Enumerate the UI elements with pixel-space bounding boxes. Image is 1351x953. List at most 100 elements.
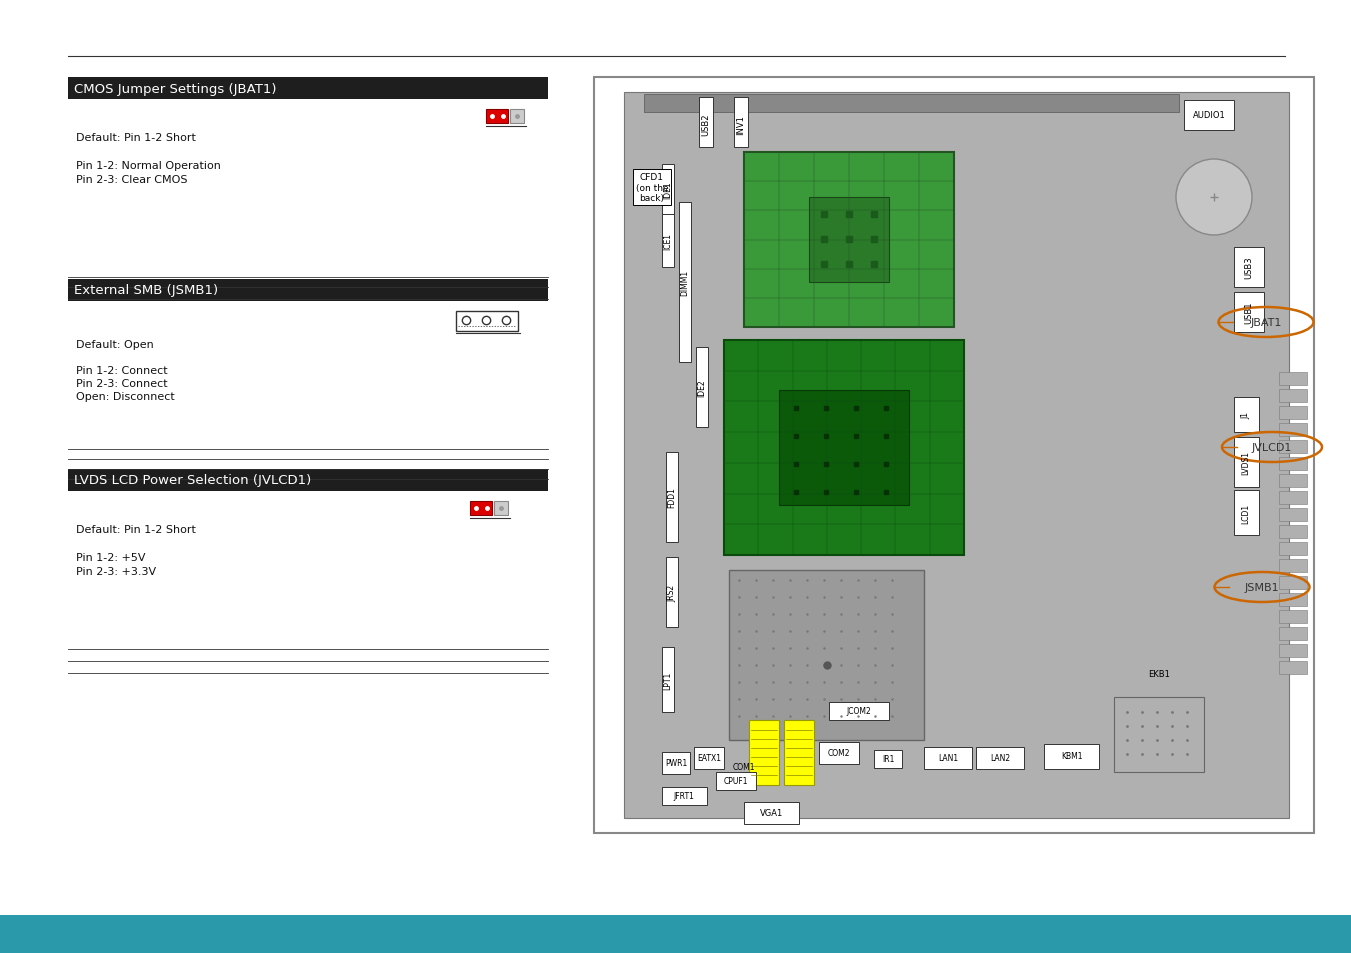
Text: CMOS Jumper Settings (JBAT1): CMOS Jumper Settings (JBAT1) [74,82,277,95]
Text: CFD1
(on the
back): CFD1 (on the back) [636,172,669,203]
Bar [809,198,889,283]
Text: Default: Pin 1-2 Short: Default: Pin 1-2 Short [76,524,196,535]
Bar [1279,542,1306,556]
Text: IDE1: IDE1 [663,181,673,198]
Text: LVDS LCD Power Selection (JVLCD1): LVDS LCD Power Selection (JVLCD1) [74,474,311,487]
Text: USB2: USB2 [701,113,711,136]
Text: LPT1: LPT1 [663,671,673,689]
Text: LAN2: LAN2 [990,754,1011,762]
Bar [744,152,954,328]
Bar [1279,644,1306,658]
Bar [1183,101,1233,131]
Bar [819,742,859,764]
Bar [662,752,690,774]
Bar [696,348,708,428]
Bar [748,720,780,785]
Text: JSMB1: JSMB1 [1244,582,1279,593]
Bar [924,747,971,769]
Circle shape [1175,160,1252,235]
Bar [1279,509,1306,521]
Text: Default: Pin 1-2 Short: Default: Pin 1-2 Short [76,132,196,143]
Text: INV1: INV1 [736,115,746,134]
Bar [1279,610,1306,623]
Bar [1279,492,1306,504]
Bar [730,571,924,740]
Bar [1115,698,1204,772]
Text: COM1: COM1 [732,762,755,772]
Bar [1233,491,1259,536]
Bar [644,95,1179,112]
Bar [470,501,492,516]
Text: Pin 1-2: +5V: Pin 1-2: +5V [76,553,146,562]
Bar [494,501,508,516]
Bar [486,110,508,124]
Bar [1233,397,1259,433]
Bar [1279,525,1306,538]
Text: JFRT1: JFRT1 [674,792,694,801]
Text: EATX1: EATX1 [697,754,721,762]
Bar [457,312,517,332]
Text: Pin 2-3: Connect: Pin 2-3: Connect [76,378,168,389]
Bar [1279,407,1306,419]
Bar [1233,437,1259,488]
Bar [1279,373,1306,386]
Bar [1233,248,1265,288]
Text: LVDS1: LVDS1 [1242,451,1251,475]
Text: J1: J1 [1242,412,1251,418]
Text: CPUF1: CPUF1 [724,777,748,785]
Bar [624,92,1289,818]
Bar [694,747,724,769]
Bar [594,78,1315,833]
Bar [1233,293,1265,333]
Bar [662,213,674,268]
Text: JRS2: JRS2 [667,584,677,601]
Text: COM2: COM2 [828,749,850,758]
Bar [1279,475,1306,488]
Text: Open: Disconnect: Open: Disconnect [76,392,174,401]
Text: USB3: USB3 [1244,256,1254,279]
Text: AUDIO1: AUDIO1 [1193,112,1225,120]
Bar [666,558,678,627]
Text: JCOM2: JCOM2 [847,707,871,716]
Text: IDE2: IDE2 [697,378,707,396]
Bar [1279,661,1306,675]
Bar [1279,577,1306,589]
Text: FDD1: FDD1 [667,487,677,508]
Bar [975,747,1024,769]
Text: EKB1: EKB1 [1148,670,1170,679]
Text: External SMB (JSMB1): External SMB (JSMB1) [74,284,218,297]
Text: Pin 1-2: Connect: Pin 1-2: Connect [76,366,168,375]
Text: KBM1: KBM1 [1062,752,1082,760]
Bar [1044,744,1098,769]
Bar [716,772,757,790]
Bar [784,720,815,785]
Text: Pin 2-3: Clear CMOS: Pin 2-3: Clear CMOS [76,174,188,185]
Text: ICE1: ICE1 [663,233,673,250]
Text: IR1: IR1 [882,755,894,763]
Text: Pin 1-2: Normal Operation: Pin 1-2: Normal Operation [76,161,220,171]
Bar [0,915,1351,953]
Bar [68,280,549,302]
Text: PWR1: PWR1 [665,759,688,768]
Bar [662,787,707,805]
Bar [1279,594,1306,606]
Text: JBAT1: JBAT1 [1250,317,1282,328]
Bar [1279,627,1306,640]
Bar [662,647,674,712]
Bar [744,802,798,824]
Bar [1279,423,1306,436]
Text: LAN1: LAN1 [938,754,958,762]
Bar [830,702,889,720]
Text: Pin 2-3: +3.3V: Pin 2-3: +3.3V [76,566,157,577]
Bar [68,470,549,492]
Bar [68,78,549,100]
Bar [666,453,678,542]
Text: LCD1: LCD1 [1242,503,1251,523]
Text: VGA1: VGA1 [761,809,784,818]
Bar [874,750,902,768]
Bar [780,391,909,505]
Bar [1279,390,1306,402]
Text: DIMM1: DIMM1 [681,270,689,295]
Bar [1279,559,1306,573]
Bar [680,203,690,363]
